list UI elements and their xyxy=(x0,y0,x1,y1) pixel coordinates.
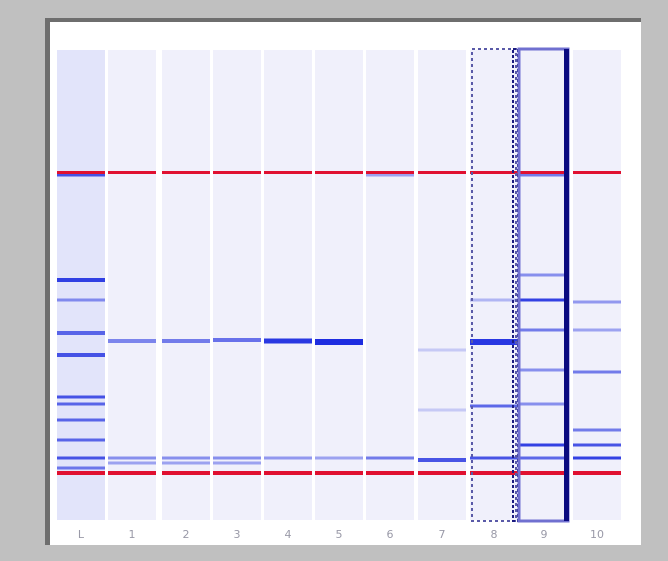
marker-lower xyxy=(213,471,261,475)
marker-lower xyxy=(264,471,312,475)
band xyxy=(57,353,105,357)
panel-edge-left xyxy=(45,18,50,545)
band xyxy=(57,403,105,406)
lane xyxy=(213,50,261,520)
marker-upper xyxy=(315,171,363,174)
band xyxy=(213,462,261,465)
band xyxy=(57,396,105,399)
band xyxy=(418,458,466,462)
band xyxy=(57,331,105,335)
band xyxy=(573,444,621,447)
marker-upper xyxy=(264,171,312,174)
marker-lower xyxy=(573,471,621,475)
band xyxy=(520,329,568,332)
lane xyxy=(162,50,210,520)
lane-label: 5 xyxy=(336,528,343,541)
band xyxy=(108,462,156,465)
lane-label: 1 xyxy=(129,528,136,541)
lane-label: 4 xyxy=(285,528,292,541)
band xyxy=(315,457,363,460)
band xyxy=(520,403,568,406)
band xyxy=(264,339,312,344)
lane-label: L xyxy=(78,528,85,541)
band xyxy=(57,419,105,422)
lane-label: 10 xyxy=(590,528,604,541)
lane xyxy=(366,50,414,520)
lane xyxy=(57,50,105,520)
marker-upper xyxy=(213,171,261,174)
band xyxy=(573,329,621,332)
band xyxy=(520,457,568,460)
lane xyxy=(418,50,466,520)
marker-upper xyxy=(470,171,518,174)
lane-label: 9 xyxy=(541,528,548,541)
lane xyxy=(264,50,312,520)
band xyxy=(315,339,363,345)
lane-selection-edge xyxy=(564,49,569,521)
band xyxy=(520,369,568,372)
lane-label: 2 xyxy=(183,528,190,541)
marker-upper xyxy=(162,171,210,174)
band xyxy=(57,439,105,442)
band xyxy=(366,457,414,460)
gel-view: L 1 2 3 4 5 6 7 8 9 10 xyxy=(0,0,668,561)
lane xyxy=(573,50,621,520)
panel-edge-top xyxy=(45,18,641,22)
marker-lower xyxy=(162,471,210,475)
lane-label: 8 xyxy=(491,528,498,541)
band xyxy=(470,405,518,408)
band xyxy=(162,457,210,460)
marker-lower xyxy=(57,471,105,475)
lane xyxy=(470,50,518,520)
lanes: L 1 2 3 4 5 6 7 8 9 10 xyxy=(57,49,621,541)
band xyxy=(520,274,568,277)
lane-label: 7 xyxy=(439,528,446,541)
band xyxy=(57,467,105,470)
band xyxy=(108,339,156,343)
band xyxy=(162,462,210,465)
marker-upper xyxy=(520,171,568,174)
band xyxy=(520,444,568,447)
lane-label: 6 xyxy=(387,528,394,541)
band xyxy=(213,338,261,342)
marker-lower xyxy=(418,471,466,475)
band xyxy=(573,429,621,432)
marker-upper xyxy=(366,171,414,174)
lane-label: 3 xyxy=(234,528,241,541)
marker-lower xyxy=(108,471,156,475)
band xyxy=(213,457,261,460)
band xyxy=(57,457,105,460)
marker-upper xyxy=(108,171,156,174)
band xyxy=(573,301,621,304)
lane xyxy=(520,50,568,520)
marker-lower xyxy=(366,471,414,475)
band xyxy=(162,339,210,343)
lane xyxy=(108,50,156,520)
band xyxy=(470,457,518,460)
band xyxy=(57,299,105,302)
marker-upper xyxy=(57,171,105,174)
band xyxy=(108,457,156,460)
marker-lower xyxy=(520,471,568,475)
band xyxy=(470,299,518,302)
band xyxy=(573,457,621,460)
page: L12345678910 (() => { const data = JSON.… xyxy=(0,0,668,561)
band xyxy=(264,457,312,460)
band xyxy=(470,339,518,345)
marker-lower xyxy=(470,471,518,475)
band xyxy=(573,371,621,374)
marker-upper xyxy=(573,171,621,174)
band xyxy=(520,299,568,302)
marker-lower xyxy=(315,471,363,475)
lane xyxy=(315,50,363,520)
band xyxy=(57,278,105,282)
marker-upper xyxy=(418,171,466,174)
band xyxy=(418,409,466,412)
band xyxy=(418,349,466,352)
